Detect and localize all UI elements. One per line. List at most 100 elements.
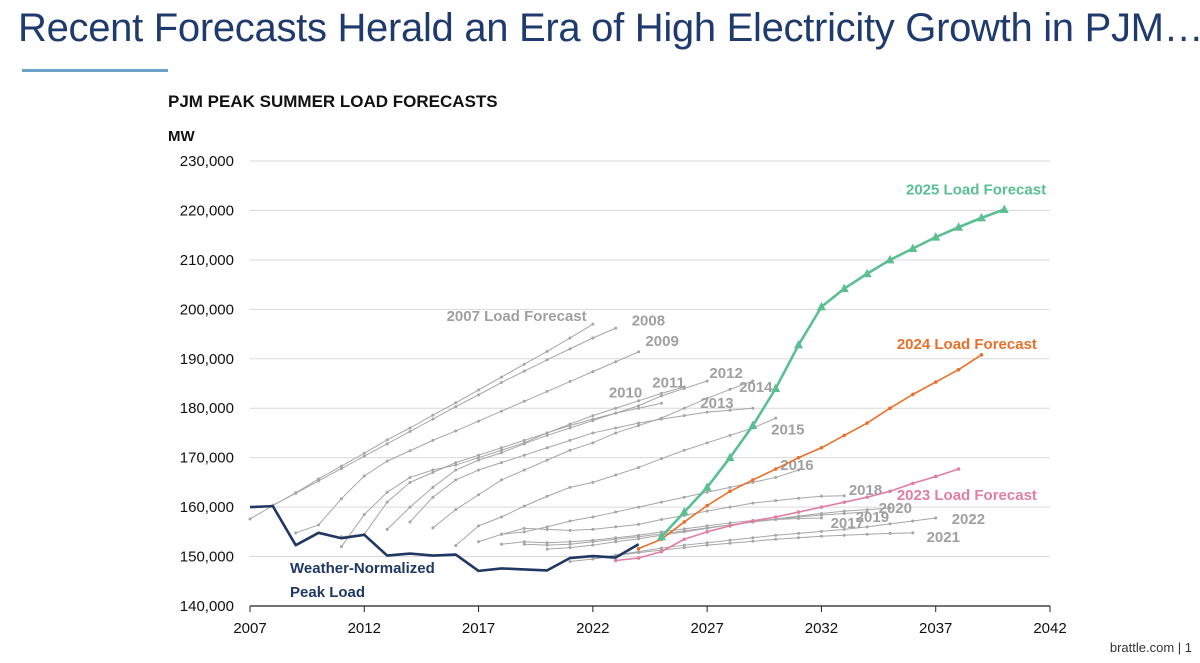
y-tick-label: 190,000: [180, 351, 234, 368]
data-point-2022: [705, 541, 709, 545]
data-point-2007-load-forecast: [522, 362, 526, 366]
data-point-2024-load-forecast: [705, 503, 709, 508]
data-point-2025-load-forecast: [954, 222, 964, 231]
data-point-2025-load-forecast: [725, 452, 735, 462]
series-line-2011: [341, 386, 685, 538]
data-point-2007-load-forecast: [545, 349, 549, 353]
series-label-2025-load-forecast: 2025 Load Forecast: [906, 182, 1046, 199]
series-line-2010: [341, 402, 662, 547]
data-point-2013: [637, 421, 641, 425]
slide-title: Recent Forecasts Herald an Era of High E…: [18, 6, 1200, 50]
data-point-2014: [431, 526, 435, 530]
data-point-2015: [591, 480, 595, 484]
data-point-2014: [728, 387, 732, 391]
data-point-2020: [888, 506, 892, 510]
data-point-2009: [499, 409, 503, 413]
data-point-2008: [454, 405, 458, 409]
data-point-2011: [637, 399, 641, 403]
data-point-2009: [408, 449, 412, 453]
data-point-2018: [614, 525, 618, 529]
data-point-2024-load-forecast: [773, 467, 778, 471]
data-point-2023-load-forecast: [865, 495, 869, 500]
data-point-2025-load-forecast: [999, 204, 1009, 213]
data-point-2017: [819, 516, 823, 520]
data-point-2009: [522, 399, 526, 403]
data-point-2018: [751, 501, 755, 505]
data-point-2024-load-forecast: [751, 478, 755, 482]
data-point-2018: [522, 526, 526, 530]
y-tick-label: 180,000: [180, 400, 234, 417]
data-point-2015: [522, 504, 526, 508]
data-point-2014: [477, 493, 481, 497]
data-point-2009: [568, 380, 572, 384]
data-point-2015: [499, 515, 503, 519]
data-point-2009: [545, 389, 549, 393]
data-point-2022: [591, 557, 595, 561]
actual-load-label-line2: Peak Load: [290, 584, 365, 601]
data-point-2014: [705, 396, 709, 400]
y-tick-label: 200,000: [180, 301, 234, 318]
data-point-2014: [682, 406, 686, 410]
data-point-2018: [637, 522, 641, 526]
data-point-2011: [568, 422, 572, 426]
data-point-2011: [431, 471, 435, 474]
data-point-2022: [934, 516, 938, 520]
data-point-2018: [819, 494, 823, 498]
data-point-2013: [477, 468, 481, 472]
data-point-2024-load-forecast: [682, 520, 687, 524]
data-point-2021: [728, 541, 732, 545]
data-point-2023-load-forecast: [728, 524, 732, 528]
data-point-2008: [545, 358, 549, 362]
data-point-2016: [477, 540, 481, 544]
data-point-2022: [751, 536, 755, 540]
data-point-2021: [751, 539, 755, 543]
data-point-2008: [339, 467, 343, 471]
data-point-2012: [477, 458, 481, 462]
x-tick-label: 2007: [233, 620, 266, 637]
data-point-2007-load-forecast: [385, 438, 389, 442]
data-point-2024-load-forecast: [888, 406, 892, 411]
data-point-2015: [614, 473, 618, 477]
data-point-2023-load-forecast: [933, 474, 938, 479]
data-point-2013: [499, 461, 503, 465]
data-point-2010: [431, 468, 435, 472]
data-point-2009: [317, 523, 321, 527]
data-point-2024-load-forecast: [728, 489, 732, 494]
data-point-2013: [545, 446, 549, 450]
data-point-2013: [522, 453, 526, 457]
data-point-2016: [728, 485, 732, 489]
data-point-2015: [454, 544, 458, 548]
data-point-2016: [682, 495, 686, 499]
data-point-2021: [797, 536, 801, 540]
data-point-2021: [911, 531, 915, 535]
data-point-2021: [888, 531, 892, 535]
data-point-2010: [477, 456, 481, 460]
data-point-2013: [431, 495, 435, 499]
series-label-2010: 2010: [609, 384, 642, 401]
data-point-2025-load-forecast: [839, 283, 849, 293]
data-point-2018: [705, 509, 709, 513]
title-underline: [22, 69, 168, 72]
series-line-2009: [295, 351, 639, 534]
data-point-2008: [294, 491, 298, 495]
x-tick-label: 2032: [805, 620, 838, 637]
series-label-2021: 2021: [927, 529, 960, 546]
data-point-2022: [911, 519, 915, 523]
data-point-2014: [637, 424, 641, 428]
data-point-2016: [568, 519, 572, 523]
x-tick-label: 2017: [462, 620, 495, 637]
data-point-2011: [477, 453, 481, 457]
data-point-2008: [317, 479, 321, 483]
series-label-2023-load-forecast: 2023 Load Forecast: [897, 487, 1037, 504]
y-tick-label: 220,000: [180, 202, 234, 219]
data-point-2021: [705, 543, 709, 547]
data-point-2009: [614, 360, 618, 364]
data-point-2020: [568, 546, 572, 550]
series-line-2021: [569, 532, 913, 562]
data-point-2012: [545, 433, 549, 437]
data-point-2022: [637, 550, 641, 554]
data-point-2025-load-forecast: [656, 531, 666, 541]
data-point-2007-load-forecast: [499, 375, 503, 379]
series-label-2018: 2018: [849, 482, 882, 499]
